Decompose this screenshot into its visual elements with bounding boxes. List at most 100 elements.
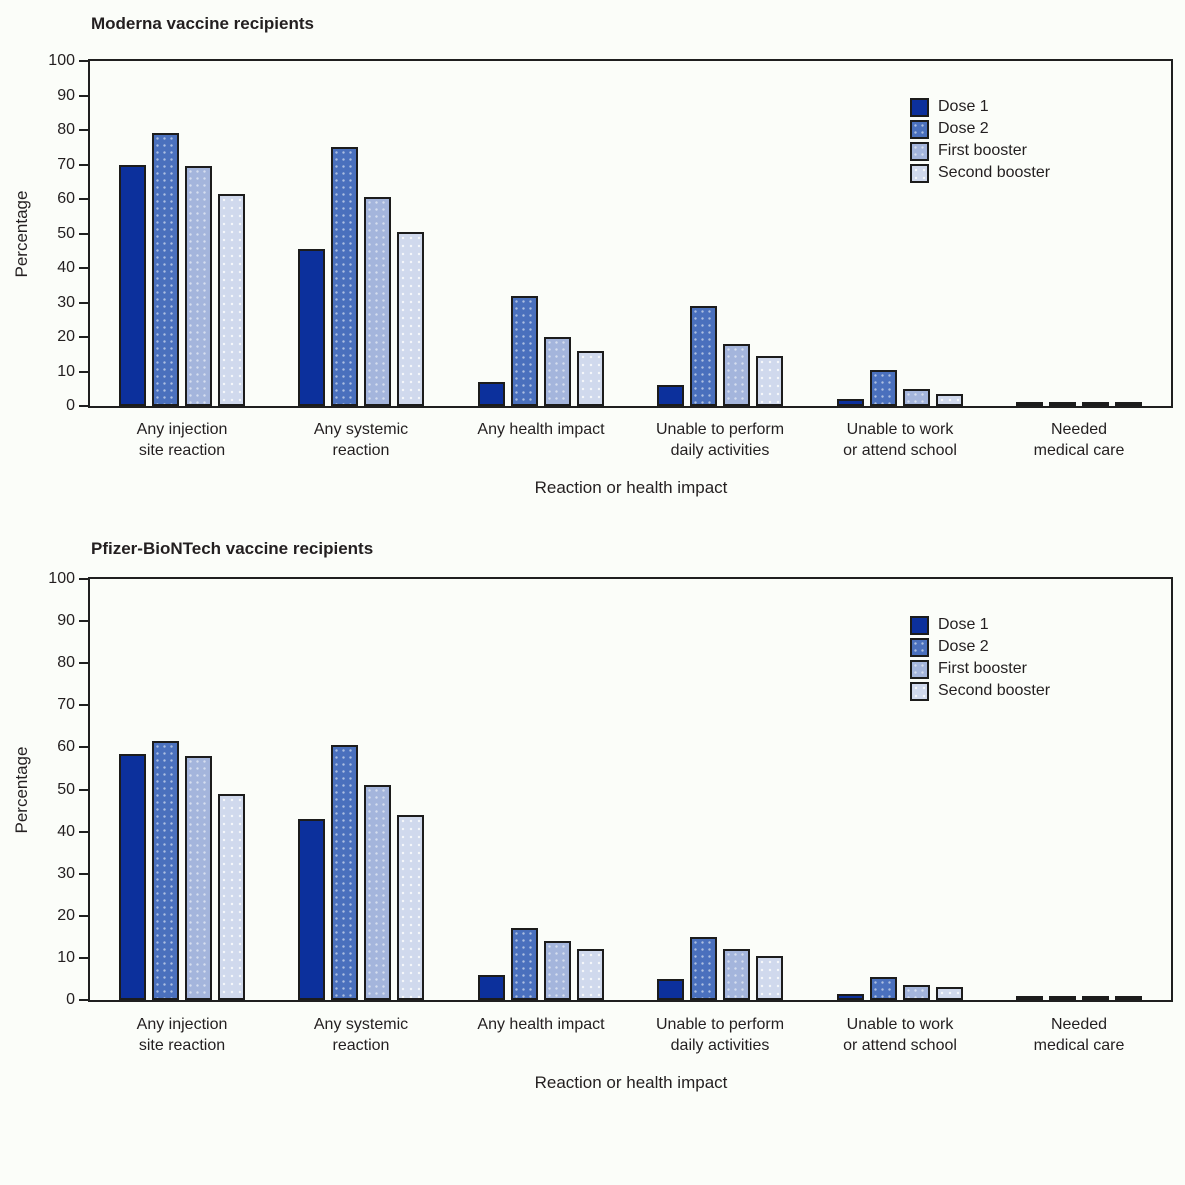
bar-dose-1	[298, 249, 325, 406]
x-category-label: Any systemic reaction	[313, 1016, 409, 1054]
y-tick	[79, 662, 88, 665]
y-tick	[79, 620, 88, 623]
x-axis-title: Reaction or health impact	[534, 1073, 728, 1092]
y-axis-title: Percentage	[12, 746, 31, 834]
y-tick	[79, 94, 88, 97]
legend-label: Second booster	[938, 164, 1051, 181]
y-tick	[79, 914, 88, 917]
y-tick-label: 40	[57, 822, 75, 840]
y-tick-label: 60	[57, 190, 75, 207]
bar-dose-2	[1049, 402, 1076, 406]
x-category-label: Any injection site reaction	[136, 1016, 228, 1054]
bar-first-booster	[185, 756, 212, 1000]
bar-dose-1	[119, 165, 146, 406]
bar-dose-2	[1049, 996, 1076, 1000]
y-tick-label: 30	[57, 293, 75, 311]
bar-first-booster	[544, 337, 571, 406]
bar-second-booster	[577, 351, 604, 406]
y-tick-label: 30	[57, 864, 75, 882]
bar-dose-2	[690, 937, 717, 1000]
x-category-label: Unable to perform daily activities	[655, 421, 785, 459]
bar-dose-2	[511, 928, 538, 1000]
y-tick-label: 90	[57, 612, 75, 630]
legend-swatch-dose-1	[910, 615, 929, 635]
y-tick	[79, 198, 88, 200]
bar-second-booster	[1115, 996, 1142, 1000]
bar-first-booster	[903, 985, 930, 1000]
bar-first-booster	[903, 389, 930, 406]
bar-dose-1	[119, 754, 146, 1000]
x-category-label: Needed medical care	[1033, 421, 1125, 459]
bar-second-booster	[397, 232, 424, 406]
y-tick	[79, 704, 88, 707]
legend-swatch-first-booster	[910, 659, 929, 679]
bar-dose-1	[837, 994, 864, 1000]
x-category-label: Any health impact	[477, 1016, 605, 1033]
bar-second-booster	[1115, 402, 1142, 406]
legend-label: First booster	[938, 660, 1027, 677]
y-tick-label: 100	[48, 52, 75, 69]
y-tick	[79, 956, 88, 959]
bar-dose-1	[657, 979, 684, 1000]
legend-item: Dose 2	[910, 636, 1050, 658]
bar-dose-2	[690, 306, 717, 406]
y-tick	[79, 999, 88, 1001]
bar-dose-1	[478, 382, 505, 406]
y-tick-label: 0	[66, 397, 75, 414]
legend-label: Dose 2	[938, 638, 989, 655]
bar-dose-2	[511, 296, 538, 406]
legend-label: Dose 1	[938, 616, 989, 633]
y-tick	[79, 578, 88, 580]
bar-dose-1	[478, 975, 505, 1000]
bar-dose-2	[152, 133, 179, 406]
legend-item: Second booster	[910, 162, 1050, 184]
bar-dose-2	[331, 745, 358, 1000]
bar-second-booster	[577, 949, 604, 1000]
legend: Dose 1 Dose 2 First booster Second booster	[910, 614, 1050, 702]
legend-item: Dose 1	[910, 614, 1050, 636]
y-tick	[79, 746, 88, 749]
bar-second-booster	[218, 794, 245, 1000]
bar-first-booster	[364, 197, 391, 406]
x-category-label: Needed medical care	[1033, 1016, 1125, 1054]
y-tick	[79, 232, 88, 235]
x-category-label: Any systemic reaction	[313, 421, 409, 459]
bar-first-booster	[723, 344, 750, 406]
bar-dose-1	[298, 819, 325, 1000]
legend-item: Dose 2	[910, 118, 1050, 140]
legend-item: Second booster	[910, 680, 1050, 702]
bar-first-booster	[723, 949, 750, 1000]
bar-first-booster	[544, 941, 571, 1000]
y-tick	[79, 405, 88, 407]
legend-label: First booster	[938, 142, 1027, 159]
y-tick-label: 40	[57, 259, 75, 276]
bar-first-booster	[185, 166, 212, 406]
chart-title-pfizer: Pfizer-BioNTech vaccine recipients	[91, 539, 374, 558]
y-axis-title: Percentage	[12, 190, 31, 278]
x-category-label: Any injection site reaction	[136, 421, 228, 459]
y-tick-label: 80	[57, 654, 75, 672]
y-tick	[79, 60, 88, 62]
y-tick-label: 70	[57, 155, 75, 173]
y-tick-label: 10	[57, 948, 75, 966]
x-category-label: Any health impact	[477, 421, 605, 438]
plot-area: 0 10 20 30 40 50 60 70 80 90 100 Any injection site…	[48, 52, 1173, 459]
y-tick	[79, 830, 88, 833]
legend-label: Dose 1	[938, 98, 989, 115]
legend: Dose 1 Dose 2 First booster Second booster	[910, 96, 1050, 184]
y-tick-label: 0	[66, 991, 75, 1008]
bar-first-booster	[364, 785, 391, 1000]
bar-dose-2	[870, 370, 897, 406]
bar-dose-1	[837, 399, 864, 406]
y-tick-label: 10	[57, 362, 75, 380]
legend-item: Dose 1	[910, 96, 1050, 118]
y-tick	[79, 370, 88, 373]
legend-label: Dose 2	[938, 120, 989, 137]
legend-swatch-second-booster	[910, 681, 929, 701]
bar-second-booster	[756, 956, 783, 1000]
y-tick-label: 50	[57, 224, 75, 242]
legend-swatch-first-booster	[910, 141, 929, 161]
y-tick-label: 50	[57, 780, 75, 798]
bar-dose-2	[870, 977, 897, 1000]
